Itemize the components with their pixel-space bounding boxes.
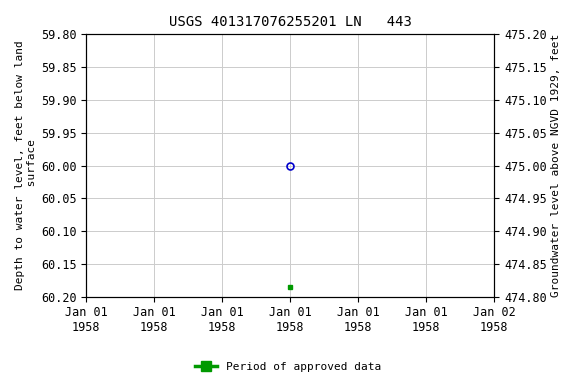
Y-axis label: Depth to water level, feet below land
 surface: Depth to water level, feet below land su… — [15, 41, 37, 290]
Title: USGS 401317076255201 LN   443: USGS 401317076255201 LN 443 — [169, 15, 412, 29]
Legend: Period of approved data: Period of approved data — [191, 358, 385, 377]
Y-axis label: Groundwater level above NGVD 1929, feet: Groundwater level above NGVD 1929, feet — [551, 34, 561, 297]
